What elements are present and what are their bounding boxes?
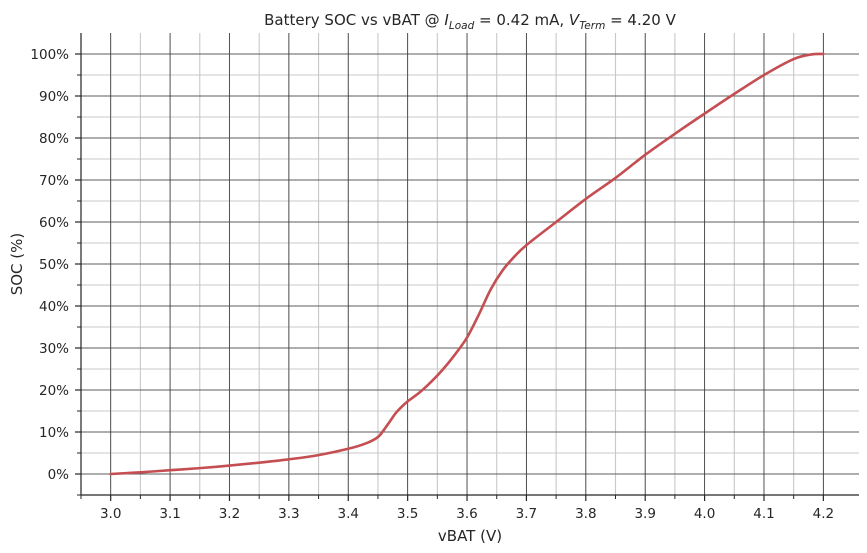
x-tick-label: 3.3 xyxy=(278,506,299,522)
x-tick-label: 3.1 xyxy=(159,506,180,522)
series-layer xyxy=(109,52,825,476)
y-tick-label: 0% xyxy=(48,467,70,483)
title-v-subscript: Term xyxy=(579,20,605,32)
x-tick-label: 3.7 xyxy=(516,506,537,522)
x-tick-label: 3.6 xyxy=(456,506,477,522)
x-tick-label: 3.5 xyxy=(397,506,418,522)
y-tick-label: 70% xyxy=(39,173,69,189)
x-tick-label: 4.1 xyxy=(753,506,774,522)
axes: 3.0 3.1 3.2 3.3 3.4 3.5 3.6 3.7 3.8 3.9 4.0 4.1 4.2 0… xyxy=(30,33,859,522)
title-i-symbol: I xyxy=(444,11,449,29)
chart-title: Battery SOC vs vBAT @ ILoad = 0.42 mA, V… xyxy=(264,11,676,32)
x-tick-label: 3.4 xyxy=(338,506,359,522)
y-tick-label: 20% xyxy=(39,383,69,399)
x-axis-label: vBAT (V) xyxy=(438,527,502,545)
x-tick-label: 4.2 xyxy=(813,506,834,522)
y-tick-label: 80% xyxy=(39,131,69,147)
x-tick-label: 3.2 xyxy=(219,506,240,522)
x-tick-label: 3.9 xyxy=(634,506,655,522)
y-tick-label: 60% xyxy=(39,215,69,231)
title-v-symbol: V xyxy=(569,11,581,29)
grid xyxy=(80,33,859,496)
title-i-value: = 0.42 mA, xyxy=(474,11,569,29)
y-tick-label: 90% xyxy=(39,89,69,105)
y-tick-label: 100% xyxy=(30,47,69,63)
y-tick-label: 40% xyxy=(39,299,69,315)
y-tick-label: 30% xyxy=(39,341,69,357)
y-tick-label: 10% xyxy=(39,425,69,441)
title-i-subscript: Load xyxy=(449,20,475,32)
x-tick-label: 4.0 xyxy=(694,506,715,522)
x-tick-label: 3.8 xyxy=(575,506,596,522)
soc-series-line xyxy=(109,52,825,476)
y-axis-label: SOC (%) xyxy=(8,233,26,296)
title-main: Battery SOC vs vBAT @ xyxy=(264,11,444,29)
title-v-value: = 4.20 V xyxy=(605,11,676,29)
y-tick-label: 50% xyxy=(39,257,69,273)
x-tick-label: 3.0 xyxy=(100,506,121,522)
